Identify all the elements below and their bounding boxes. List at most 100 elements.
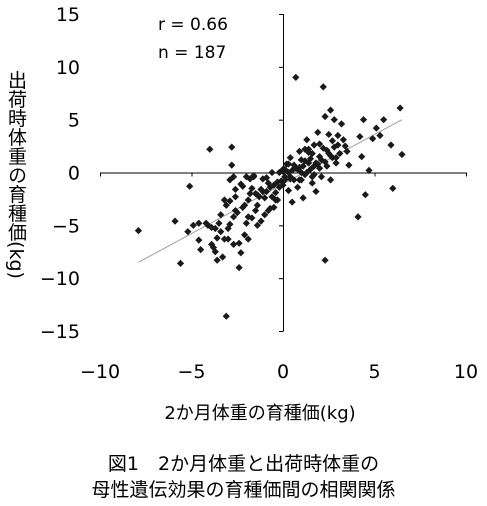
data-point bbox=[314, 128, 322, 136]
data-point bbox=[328, 137, 337, 145]
sample-size-label: n = 187 bbox=[158, 43, 226, 63]
data-point bbox=[292, 73, 300, 81]
y-axis-title: 出荷時体重の育種価(kg) bbox=[5, 70, 27, 279]
data-point bbox=[328, 154, 337, 162]
data-point bbox=[264, 179, 272, 187]
data-point bbox=[323, 162, 331, 170]
data-point bbox=[222, 312, 230, 320]
data-point bbox=[299, 194, 307, 202]
data-point bbox=[354, 213, 362, 221]
data-point bbox=[369, 135, 377, 143]
data-point bbox=[295, 163, 304, 171]
data-point bbox=[195, 236, 203, 244]
data-point bbox=[222, 201, 230, 209]
y-tick-label: −10 bbox=[40, 268, 80, 290]
data-point bbox=[301, 157, 309, 165]
data-point bbox=[253, 191, 261, 199]
y-tick-label: 10 bbox=[56, 57, 80, 79]
data-point bbox=[273, 196, 282, 204]
data-point bbox=[341, 142, 349, 150]
data-point bbox=[343, 147, 351, 155]
data-point bbox=[380, 116, 388, 124]
data-point bbox=[197, 246, 205, 254]
y-tick-label: −5 bbox=[52, 215, 80, 237]
data-point bbox=[229, 240, 238, 248]
data-point bbox=[288, 166, 296, 174]
data-point bbox=[176, 259, 185, 267]
data-point bbox=[226, 220, 234, 228]
figure-caption-line1: 図1 2か月体重と出荷時体重の bbox=[107, 453, 380, 475]
data-point bbox=[244, 196, 252, 204]
data-point bbox=[257, 185, 265, 194]
x-tick-label: 10 bbox=[454, 361, 478, 383]
data-point bbox=[334, 141, 342, 149]
data-point bbox=[215, 219, 223, 227]
data-point bbox=[303, 168, 311, 177]
data-point bbox=[316, 140, 324, 148]
data-point bbox=[219, 253, 227, 261]
data-point bbox=[239, 182, 247, 190]
data-point bbox=[224, 235, 232, 243]
data-point bbox=[270, 203, 278, 211]
x-tick-label: 5 bbox=[368, 361, 380, 383]
data-point bbox=[171, 217, 179, 225]
data-point bbox=[262, 174, 271, 182]
data-point bbox=[228, 143, 236, 151]
data-point bbox=[310, 171, 318, 179]
data-point bbox=[326, 106, 335, 114]
data-point bbox=[206, 145, 214, 153]
data-point bbox=[279, 181, 287, 189]
data-point bbox=[310, 141, 318, 149]
data-point bbox=[361, 191, 369, 199]
data-point bbox=[189, 221, 197, 229]
data-point bbox=[134, 227, 143, 235]
data-point bbox=[213, 234, 221, 242]
data-point bbox=[325, 130, 333, 139]
data-point bbox=[308, 173, 316, 181]
data-point bbox=[297, 156, 305, 164]
data-point bbox=[286, 154, 294, 162]
data-point bbox=[284, 168, 293, 177]
figure-caption-line2: 母性遺伝効果の育種価間の相関関係 bbox=[91, 479, 396, 501]
data-point bbox=[337, 120, 346, 128]
data-point bbox=[248, 184, 256, 192]
data-point bbox=[295, 147, 304, 155]
data-point bbox=[268, 168, 276, 177]
data-point bbox=[217, 211, 225, 219]
data-point bbox=[365, 166, 373, 174]
data-point bbox=[308, 149, 316, 158]
data-point bbox=[358, 153, 366, 161]
data-point bbox=[319, 83, 327, 91]
data-point bbox=[261, 211, 269, 219]
data-point bbox=[248, 214, 256, 222]
data-point bbox=[303, 136, 311, 144]
data-point bbox=[268, 193, 276, 201]
data-point bbox=[326, 176, 335, 184]
data-point bbox=[398, 150, 406, 159]
data-point bbox=[312, 187, 320, 196]
data-point bbox=[326, 151, 335, 160]
data-point bbox=[211, 224, 219, 233]
data-point bbox=[284, 186, 293, 195]
data-point bbox=[321, 256, 329, 264]
y-tick-label: 15 bbox=[56, 4, 80, 26]
data-point bbox=[308, 179, 316, 187]
data-point bbox=[396, 104, 404, 112]
data-point bbox=[246, 175, 254, 183]
data-point bbox=[262, 187, 271, 196]
data-point bbox=[345, 161, 353, 169]
data-point bbox=[389, 184, 397, 192]
data-point bbox=[359, 116, 368, 124]
data-point bbox=[261, 194, 269, 202]
data-point bbox=[184, 228, 192, 236]
data-point bbox=[321, 112, 329, 121]
data-point bbox=[273, 178, 282, 186]
data-point bbox=[301, 171, 309, 179]
data-point bbox=[316, 153, 324, 161]
data-point bbox=[376, 131, 384, 140]
data-points bbox=[134, 73, 406, 320]
data-point bbox=[240, 231, 249, 239]
data-point bbox=[316, 164, 324, 172]
data-point bbox=[314, 160, 322, 168]
